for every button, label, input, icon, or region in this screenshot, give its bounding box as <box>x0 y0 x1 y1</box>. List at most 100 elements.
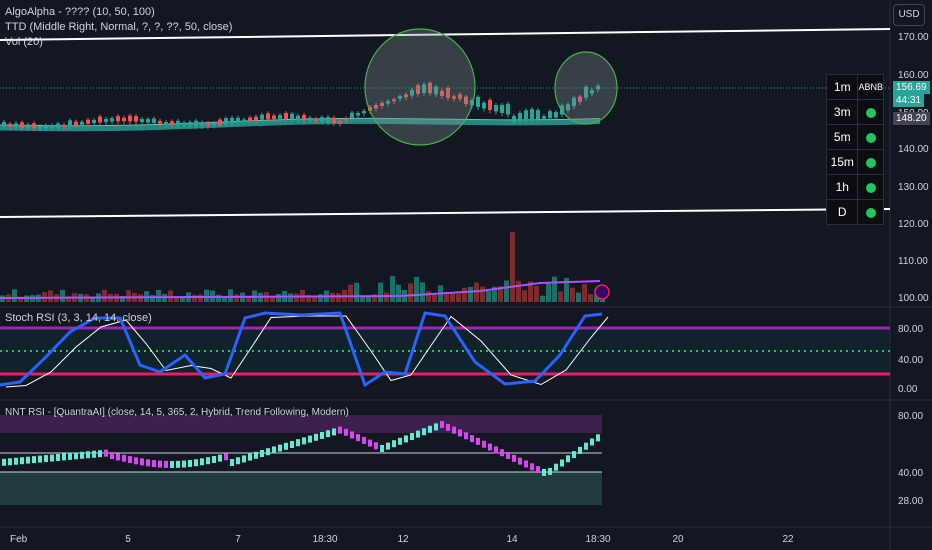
candle <box>452 96 456 99</box>
candle <box>368 106 372 111</box>
candle <box>152 118 156 124</box>
candle <box>116 116 120 122</box>
nnt-bar <box>140 458 144 466</box>
candle <box>248 117 252 121</box>
nnt-bar <box>242 455 246 463</box>
nnt-bar <box>164 460 168 468</box>
currency-button[interactable]: USD <box>893 4 925 26</box>
candle <box>512 116 516 122</box>
volume-bar <box>396 284 401 302</box>
candle <box>200 122 204 126</box>
volume-bar <box>348 284 353 302</box>
candle <box>554 112 558 118</box>
nnt-bar <box>320 432 324 439</box>
candle <box>50 125 54 128</box>
candle <box>392 99 396 102</box>
candle <box>440 90 444 97</box>
time-axis-label: Feb <box>10 534 28 545</box>
nnt-bar <box>380 445 384 452</box>
volume-bar <box>528 281 533 302</box>
volume-bar <box>90 296 95 302</box>
nnt-bar <box>494 446 498 454</box>
volume-bar <box>450 293 455 302</box>
nnt-bar <box>434 423 438 431</box>
candle <box>470 100 474 106</box>
nnt-bar <box>194 459 198 467</box>
nnt-bar <box>584 442 588 450</box>
volume-bar <box>588 294 593 302</box>
volume-bar <box>312 296 317 302</box>
candle <box>170 121 174 125</box>
highlight-circle <box>554 51 618 125</box>
nnt-upper-band <box>0 415 602 433</box>
nnt-bar <box>542 468 546 476</box>
nnt-bar <box>374 442 378 450</box>
stoch-axis-tick: 40.00 <box>898 355 923 366</box>
stoch-rsi-title[interactable]: Stoch RSI (3, 3, 14, 14, close) <box>5 312 152 324</box>
time-axis-label: 18:30 <box>585 534 610 545</box>
nnt-rsi-title[interactable]: NNT RSI - [QuantraAI] (close, 14, 5, 365… <box>5 407 349 418</box>
candle <box>128 115 132 122</box>
nnt-bar <box>572 451 576 459</box>
candle <box>206 122 210 126</box>
candle <box>260 114 264 120</box>
timeframe-row-15m: 15m <box>825 149 884 175</box>
candle <box>110 118 114 122</box>
nnt-bar <box>170 460 174 468</box>
nnt-bar <box>518 457 522 465</box>
candle <box>536 109 540 120</box>
volume-bar <box>48 290 53 302</box>
stoch-axis-tick: 80.00 <box>898 324 923 335</box>
nnt-bar <box>128 456 132 464</box>
volume-bar <box>192 294 197 302</box>
nnt-bar <box>404 435 408 443</box>
volume-bar <box>288 293 293 302</box>
volume-bar <box>462 287 467 302</box>
candle <box>14 123 18 128</box>
nnt-bar <box>578 446 582 454</box>
volume-bar <box>426 291 431 302</box>
nnt-bar <box>326 430 330 438</box>
price-axis-tick: 110.00 <box>898 256 928 267</box>
candle <box>212 122 216 126</box>
nnt-bar <box>272 446 276 454</box>
candle <box>404 94 408 98</box>
indicator-volume-label[interactable]: Vol (20) <box>5 36 43 48</box>
price-axis-tick: 140.00 <box>898 144 929 155</box>
volume-bar <box>234 294 239 302</box>
nnt-bar <box>356 434 360 442</box>
nnt-axis-tick: 80.00 <box>898 411 923 422</box>
indicator-algoalpha-label[interactable]: AlgoAlpha - ???? (10, 50, 100) <box>5 6 155 18</box>
candle <box>530 109 534 120</box>
volume-bar <box>12 289 17 302</box>
candle <box>104 118 108 122</box>
price-axis-tick: 100.00 <box>898 293 929 304</box>
indicator-ttd-label[interactable]: TTD (Middle Right, Normal, ?, ?, ??, 50,… <box>5 21 233 33</box>
timeframe-label: 3m <box>825 99 859 125</box>
nnt-bar <box>554 463 558 471</box>
volume-bar <box>474 282 479 302</box>
volume-bar <box>150 295 155 302</box>
nnt-bar <box>188 459 192 467</box>
volume-bar <box>546 281 551 302</box>
candle <box>278 115 282 119</box>
candle <box>410 89 414 96</box>
volume-bar <box>360 295 365 302</box>
candle <box>320 117 324 122</box>
nnt-bar <box>218 454 222 462</box>
nnt-bar <box>350 431 354 439</box>
candle <box>164 121 168 125</box>
nnt-axis-tick: 28.00 <box>898 496 923 507</box>
nnt-bar <box>464 432 468 440</box>
price-axis-tick: 160.00 <box>898 70 929 81</box>
candle <box>38 126 42 129</box>
nnt-bar <box>284 442 288 450</box>
volume-bar <box>66 296 71 302</box>
candle <box>56 123 60 128</box>
candle <box>584 86 588 98</box>
status-dot-icon <box>865 132 876 143</box>
candle <box>380 102 384 106</box>
nnt-bar <box>260 450 264 457</box>
nnt-bar <box>182 460 186 468</box>
